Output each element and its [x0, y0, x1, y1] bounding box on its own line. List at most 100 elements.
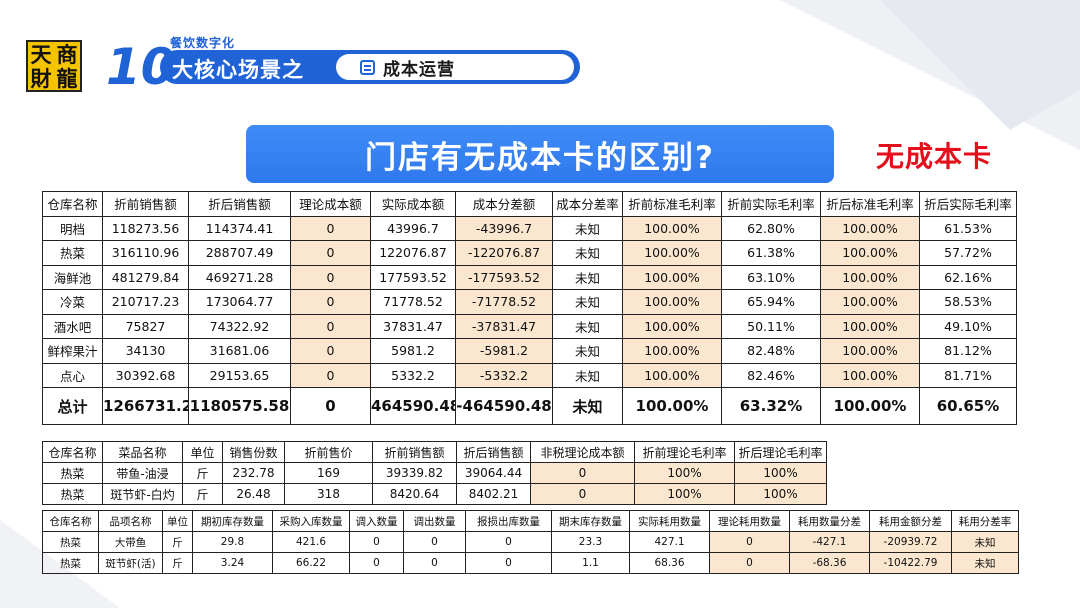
brand-logo: 天 商 財 龍: [26, 40, 82, 92]
table-cell: 464590.48: [370, 387, 456, 425]
table-cell: 65.94%: [721, 289, 821, 315]
table-row: 冷菜 210717.23 173064.77 0 71778.52 -71778.52 未知…: [42, 289, 1017, 315]
table-cell: 未知: [552, 362, 623, 388]
column-header: 耗用分差率: [951, 510, 1019, 532]
table-cell: 100.00%: [622, 289, 722, 315]
table-cell: -5332.2: [455, 362, 553, 388]
column-header: 仓库名称: [42, 191, 103, 217]
table-cell: -20939.72: [869, 531, 952, 553]
table-cell: 0: [290, 362, 371, 388]
table-cell: 100.00%: [622, 362, 722, 388]
table-cell: 30392.68: [102, 362, 189, 388]
table-cell: 210717.23: [102, 289, 189, 315]
table-cell: 288707.49: [188, 240, 291, 266]
table-cell: 100%: [734, 462, 827, 484]
table-cell: -68.36: [789, 552, 870, 574]
column-header: 折前理论毛利率: [634, 441, 735, 463]
table-cell: 斤: [182, 483, 223, 505]
table-row: 酒水吧 75827 74322.92 0 37831.47 -37831.47 未知 100.…: [42, 313, 1017, 339]
table-cell: 明档: [42, 215, 103, 241]
table-cell: 421.6: [272, 531, 350, 553]
table-cell: 81.12%: [919, 338, 1017, 364]
main-title: 门店有无成本卡的区别?: [365, 139, 715, 176]
table-cell: 49.10%: [919, 313, 1017, 339]
table-cell: 63.10%: [721, 264, 821, 290]
table-cell: 81.71%: [919, 362, 1017, 388]
table-cell: 23.3: [551, 531, 630, 553]
table-cell: 0: [290, 240, 371, 266]
table-cell: 斑节虾(活): [98, 552, 163, 574]
table-cell: 114374.41: [188, 215, 291, 241]
logo-char: 天: [30, 41, 52, 67]
logo-char: 財: [30, 65, 52, 91]
document-icon: [360, 59, 375, 75]
column-header: 理论成本额: [290, 191, 371, 217]
table-cell: 318: [284, 483, 373, 505]
table-cell: -37831.47: [455, 313, 553, 339]
table-cell: -71778.52: [455, 289, 553, 315]
column-header: 单位: [162, 510, 193, 532]
table-cell: 71778.52: [370, 289, 456, 315]
table-cell: 39064.44: [456, 462, 531, 484]
warehouse-summary-table: 仓库名称 折前销售额 折后销售额 理论成本额 实际成本额 成本分差额 成本分差率 折前标准毛利…: [42, 191, 1017, 425]
series-title: 大核心场景之: [172, 58, 304, 82]
table-cell: 100.00%: [820, 215, 920, 241]
table-cell: 热菜: [42, 531, 99, 553]
table-cell: 0: [530, 462, 635, 484]
table-cell: 0: [465, 531, 552, 553]
column-header: 折后销售额: [188, 191, 291, 217]
table-cell: 100.00%: [622, 215, 722, 241]
table-cell: 100%: [634, 483, 735, 505]
table-cell: 未知: [552, 264, 623, 290]
table-cell: 0: [465, 552, 552, 574]
table-cell: 8402.21: [456, 483, 531, 505]
table-cell: 62.80%: [721, 215, 821, 241]
table-cell: 酒水吧: [42, 313, 103, 339]
column-header: 调入数量: [349, 510, 404, 532]
column-header: 调出数量: [403, 510, 466, 532]
table-cell: 1266731.27: [102, 387, 189, 425]
table-cell: 8420.64: [372, 483, 457, 505]
table-cell: 100%: [734, 483, 827, 505]
table-cell: 斤: [162, 552, 193, 574]
table-cell: 斤: [162, 531, 193, 553]
column-header: 期末库存数量: [551, 510, 630, 532]
table-cell: 75827: [102, 313, 189, 339]
table-cell: 1.1: [551, 552, 630, 574]
column-header: 非税理论成本额: [530, 441, 635, 463]
table-row: 热菜 带鱼-油浸斤 232.78 169 39339.82 39064.44 0 100% 10…: [42, 462, 827, 484]
column-header: 期初库存数量: [192, 510, 273, 532]
inventory-consumption-table: 仓库名称 品项名称 单位 期初库存数量 采购入库数量 调入数量 调出数量 报损出库数量 期末库存…: [42, 510, 1019, 574]
table-row: 热菜 斑节虾(活) 斤 3.24 66.22 0 0 0 1.1 68.36 0 -68.36 -104…: [42, 552, 1019, 574]
table-cell: 100.00%: [820, 240, 920, 266]
table-cell: 68.36: [629, 552, 710, 574]
table-cell: 未知: [552, 215, 623, 241]
table-cell: 3.24: [192, 552, 273, 574]
table-cell: 100.00%: [820, 289, 920, 315]
table-cell: 总计: [42, 387, 103, 425]
column-header: 仓库名称: [42, 510, 99, 532]
table-cell: 31681.06: [188, 338, 291, 364]
table-cell: 100.00%: [820, 338, 920, 364]
table-cell: 82.46%: [721, 362, 821, 388]
table-cell: 118273.56: [102, 215, 189, 241]
table-cell: 100.00%: [820, 264, 920, 290]
table-cell: 未知: [951, 552, 1019, 574]
table-cell: 热菜: [42, 483, 103, 505]
table-cell: 海鲜池: [42, 264, 103, 290]
column-header: 销售份数: [222, 441, 285, 463]
column-header: 品项名称: [98, 510, 163, 532]
table-cell: 100.00%: [820, 362, 920, 388]
dish-detail-table: 仓库名称 菜品名称 单位 销售份数 折前售价 折前销售额 折后销售额 非税理论成本额 折前理论毛…: [42, 441, 827, 505]
table-cell: -5981.2: [455, 338, 553, 364]
table-cell: 427.1: [629, 531, 710, 553]
table-cell: 26.48: [222, 483, 285, 505]
table-row: 热菜 斑节虾-白灼斤 26.48 318 8420.64 8402.21 0 100% 100%: [42, 483, 827, 505]
table-cell: 未知: [951, 531, 1019, 553]
table-cell: 0: [530, 483, 635, 505]
table-cell: 57.72%: [919, 240, 1017, 266]
table-cell: 60.65%: [919, 387, 1017, 425]
table-row: 海鲜池 481279.84 469271.28 0 177593.52 -177593.5…: [42, 264, 1017, 290]
table-cell: 100.00%: [622, 240, 722, 266]
logo-char: 龍: [56, 65, 78, 91]
